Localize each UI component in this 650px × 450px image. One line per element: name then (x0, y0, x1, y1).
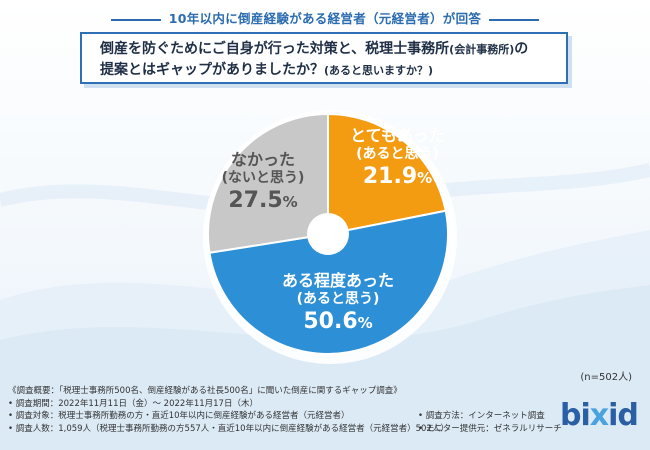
logo-part-a: bi (560, 398, 591, 433)
slice-unit-2: % (282, 193, 298, 211)
slice-label-0: とてもあった (あると思う) 21.9% (335, 126, 460, 192)
slice-label-1-title: ある程度あった (281, 271, 394, 290)
question-note-2: (あると思いますか？) (324, 64, 434, 77)
slice-label-0-value: 21.9% (335, 163, 460, 192)
bixid-logo: bixid (560, 398, 639, 433)
slice-label-2: なかった (ないと思う) 27.5% (208, 150, 318, 216)
survey-footer-left: 《調査概要：「税理士事務所500名、倒産経験がある社長500名」に聞いた倒産に関… (8, 385, 449, 435)
slice-label-0-sub: (あると思う) (356, 146, 439, 162)
slice-label-2-sub: (ないと思う) (221, 170, 305, 186)
sample-size-note: (n=502人) (580, 372, 632, 383)
question-note-1: (会計事務所) (449, 43, 515, 56)
question-text-1: 倒産を防ぐためにご自身が行った対策と、税理士事務所 (100, 41, 450, 57)
question-text-1-end: の (514, 41, 529, 57)
slice-label-1-value: 50.6% (268, 308, 408, 337)
slice-label-1-sub: (あると思う) (296, 291, 380, 307)
slice-value-1: 50.6 (303, 309, 358, 334)
footer-line-1: 《調査概要：「税理士事務所500名、倒産経験がある社長500名」に聞いた倒産に関… (8, 386, 402, 396)
footer-right-line-2: • モニター提供元：ゼネラルリサーチ (418, 423, 562, 434)
slice-value-2: 27.5 (228, 188, 283, 213)
slice-label-0-title: とてもあった (350, 126, 445, 145)
question-box: 倒産を防ぐためにご自身が行った対策と、税理士事務所(会計事務所)の 提案とはギャ… (80, 32, 568, 84)
pie-center-hole (307, 213, 349, 255)
footer-line-2: • 調査期間：2022年11月11日（金）〜 2022年11月17日（木） (8, 398, 258, 409)
footer-line-4: • 調査人数：1,059人（税理士事務所勤務の方557人・直近10年以内に倒産経… (8, 423, 449, 434)
pie-slice-0 (327, 112, 447, 236)
logo-part-b: x (589, 398, 609, 433)
question-text-2: 提案とはギャップがありましたか？ (100, 62, 324, 78)
header-line-left (110, 18, 161, 21)
slice-unit-0: % (417, 169, 433, 187)
logo-part-c: id (608, 398, 639, 433)
footer-line-3: • 調査対象：税理士事務所勤務の方・直近10年以内に倒産経験がある経営者（元経営… (8, 411, 350, 421)
question-line-2: 提案とはギャップがありましたか？(あると思いますか？) (100, 60, 558, 81)
slice-value-0: 21.9 (362, 164, 418, 189)
pie-slice-2 (207, 112, 329, 254)
pie-slice-1 (208, 209, 449, 355)
slice-label-2-value: 27.5% (208, 187, 318, 216)
header-title: 10年以内に倒産経験がある経営者（元経営者）が回答 (168, 11, 482, 26)
slice-unit-1: % (357, 314, 373, 332)
slice-label-1: ある程度あった (あると思う) 50.6% (268, 271, 408, 337)
header-line-right (489, 18, 540, 21)
slice-label-2-title: なかった (230, 150, 295, 169)
question-line-1: 倒産を防ぐためにご自身が行った対策と、税理士事務所(会計事務所)の (100, 39, 558, 60)
footer-right-line-1: • 調査方法：インターネット調査 (418, 411, 545, 421)
survey-header: 10年以内に倒産経験がある経営者（元経営者）が回答 (0, 8, 650, 27)
survey-footer-right: • 調査方法：インターネット調査 • モニター提供元：ゼネラルリサーチ (418, 410, 562, 435)
